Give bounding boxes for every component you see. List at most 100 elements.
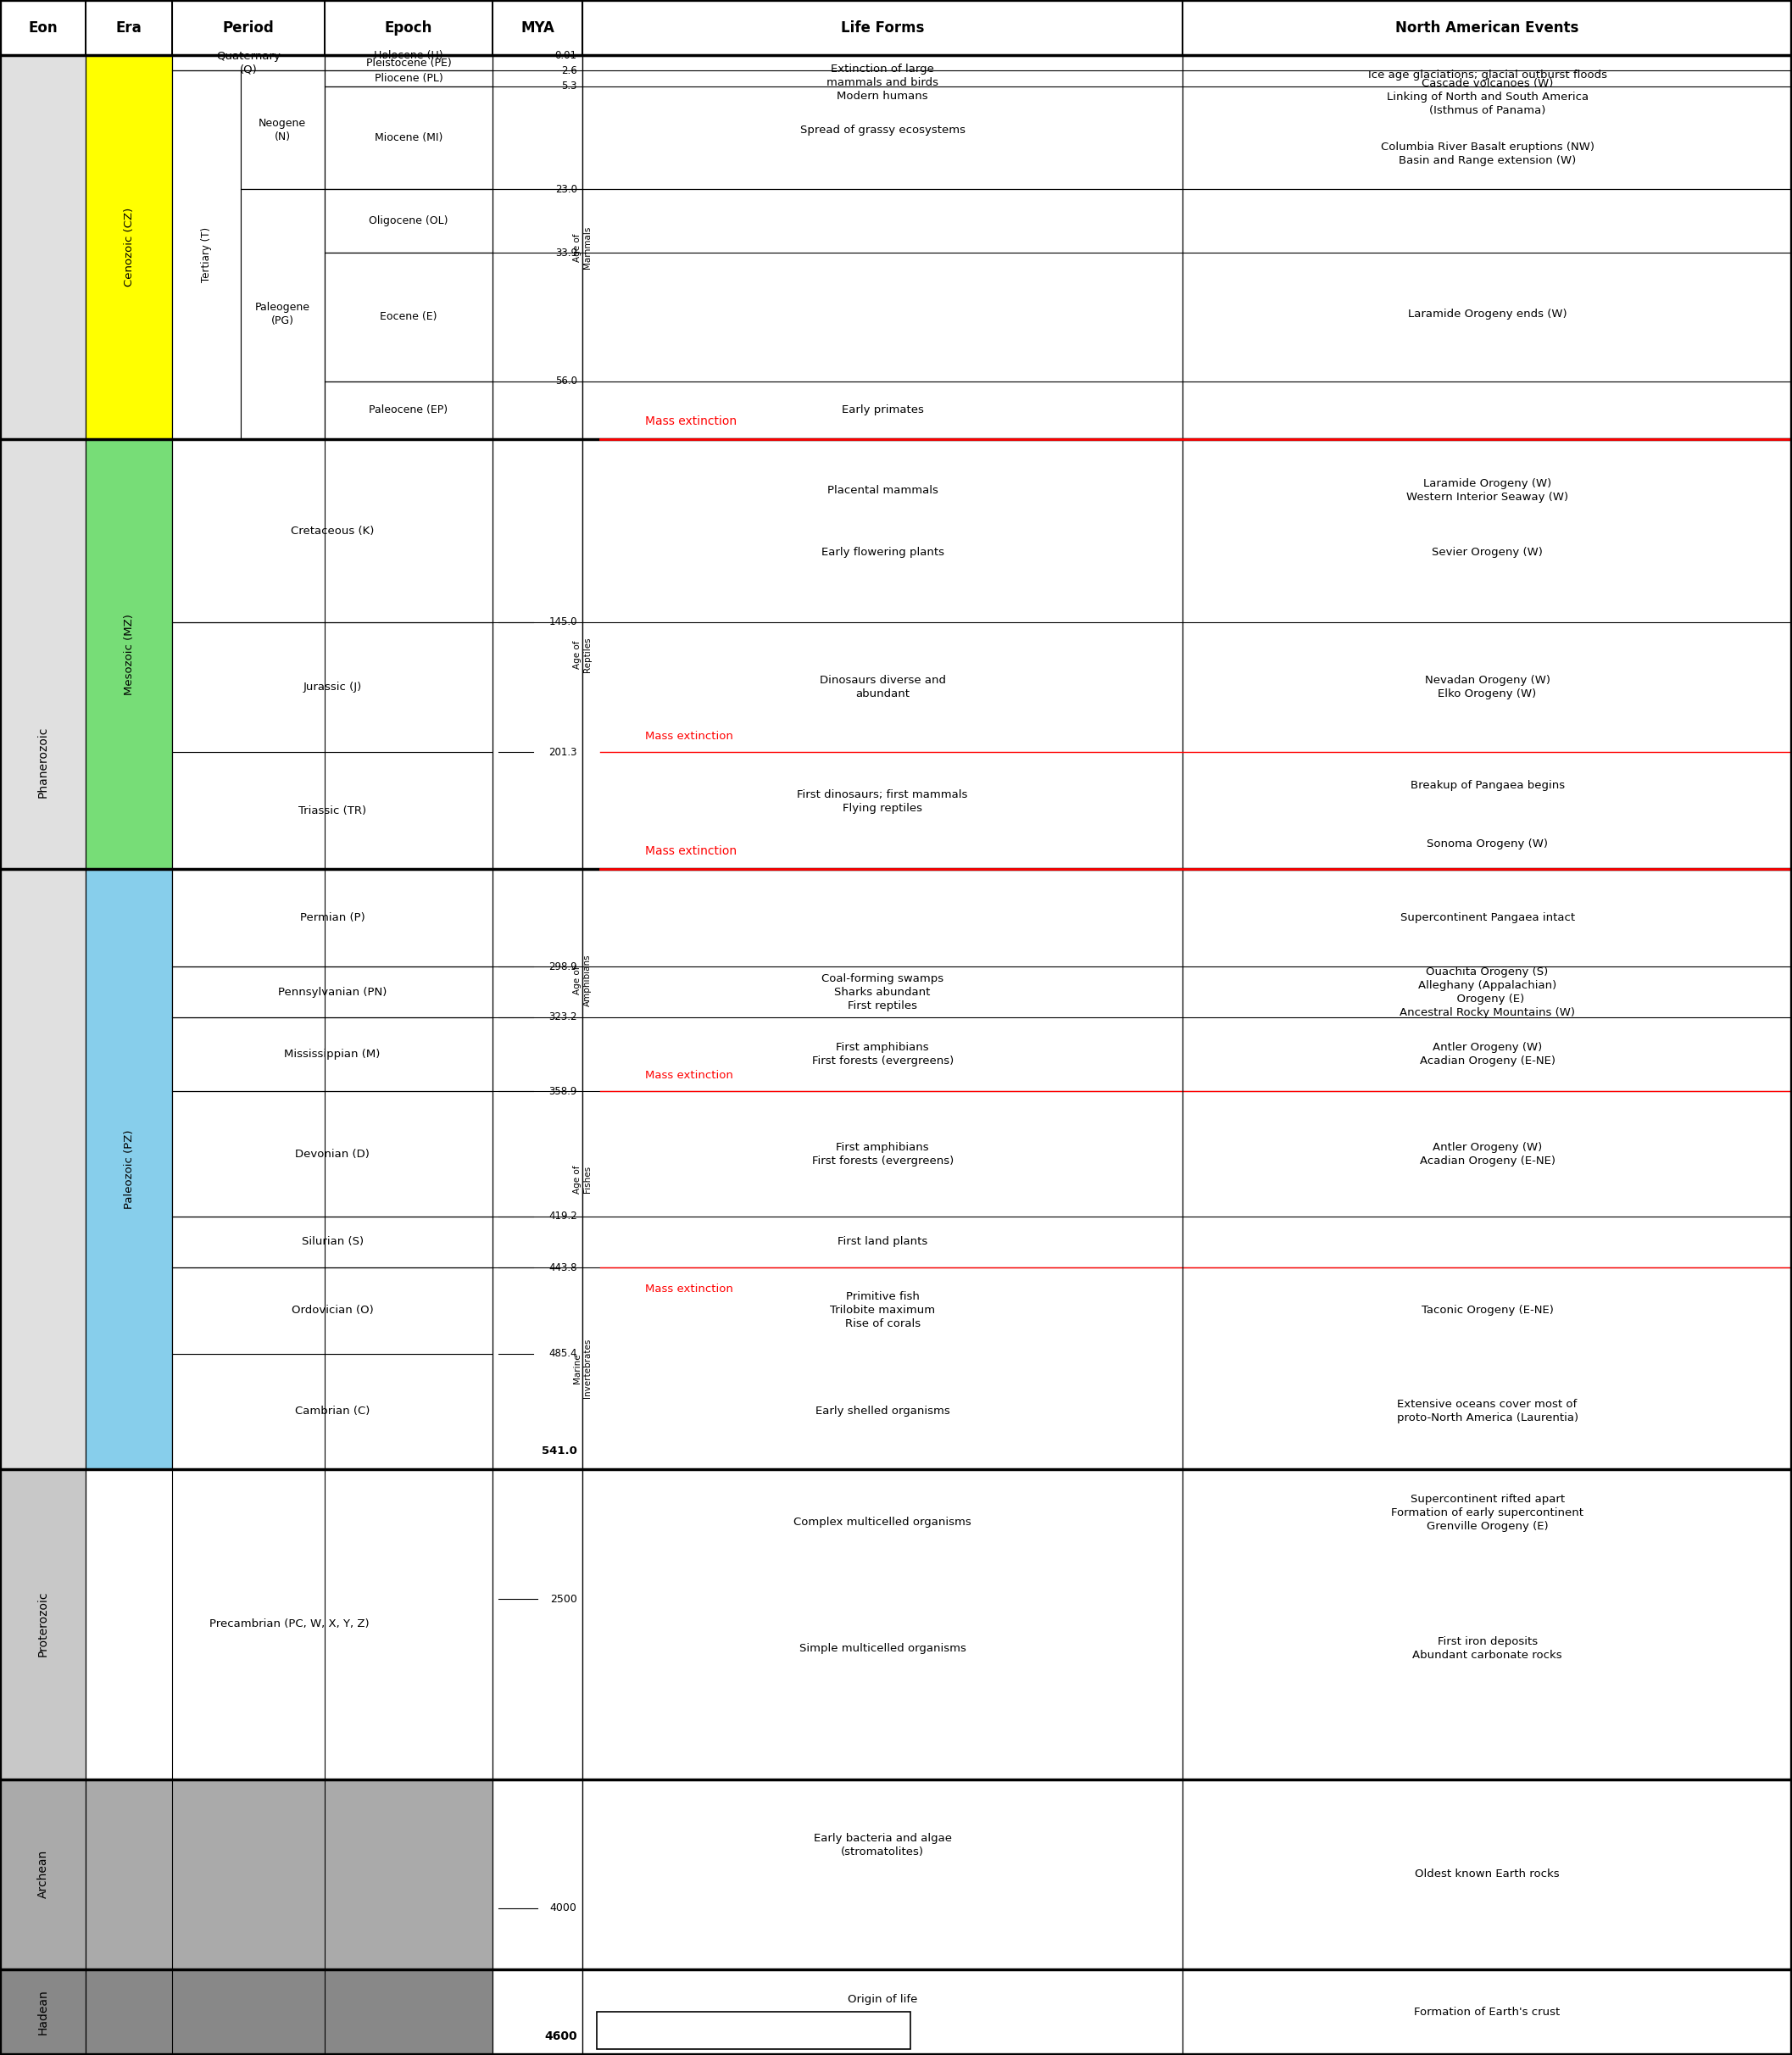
Bar xyxy=(86,55,172,440)
Bar xyxy=(1183,869,1792,1469)
Text: Antler Orogeny (W)
Acadian Orogeny (E-NE): Antler Orogeny (W) Acadian Orogeny (E-NE… xyxy=(1419,1042,1555,1067)
Text: Paleozoic (PZ): Paleozoic (PZ) xyxy=(124,1130,134,1208)
Text: Holocene (H): Holocene (H) xyxy=(375,49,443,62)
Bar xyxy=(493,1969,582,2055)
Bar xyxy=(86,0,172,55)
Text: First dinosaurs; first mammals
Flying reptiles: First dinosaurs; first mammals Flying re… xyxy=(797,789,968,814)
Bar xyxy=(493,1469,582,1780)
Text: Hadean: Hadean xyxy=(38,1989,48,2034)
Text: Eocene (E): Eocene (E) xyxy=(380,312,437,323)
Bar xyxy=(172,1268,493,1354)
Text: Mass extinction: Mass extinction xyxy=(645,1284,733,1295)
Text: Devonian (D): Devonian (D) xyxy=(296,1149,369,1159)
Bar xyxy=(582,0,1183,55)
Text: Era: Era xyxy=(116,21,142,35)
Bar xyxy=(582,440,1183,869)
Text: Cenozoic (CZ): Cenozoic (CZ) xyxy=(124,208,134,288)
Bar xyxy=(172,55,324,70)
Text: Quaternary
(Q): Quaternary (Q) xyxy=(217,51,280,76)
Text: Jurassic (J): Jurassic (J) xyxy=(303,682,362,693)
Text: Tertiary (T): Tertiary (T) xyxy=(201,228,211,284)
Bar xyxy=(493,869,582,1469)
Text: Life Forms: Life Forms xyxy=(840,21,925,35)
Text: Silurian (S): Silurian (S) xyxy=(301,1237,364,1247)
Bar xyxy=(86,1780,493,1969)
Bar xyxy=(0,55,86,1469)
Text: Cambrian (C): Cambrian (C) xyxy=(296,1406,369,1418)
Bar xyxy=(324,86,493,189)
Text: Ordovician (O): Ordovician (O) xyxy=(292,1305,373,1315)
Text: Archean: Archean xyxy=(38,1849,48,1899)
Text: Triassic (TR): Triassic (TR) xyxy=(299,806,366,816)
Text: Mass extinction: Mass extinction xyxy=(645,732,733,742)
Bar xyxy=(172,0,324,55)
Text: Extensive oceans cover most of
proto-North America (Laurentia): Extensive oceans cover most of proto-Nor… xyxy=(1396,1399,1579,1424)
Text: 485.4: 485.4 xyxy=(548,1348,577,1358)
Text: Taconic Orogeny (E-NE): Taconic Orogeny (E-NE) xyxy=(1421,1305,1554,1315)
Bar xyxy=(493,55,582,440)
Text: Paleogene
(PG): Paleogene (PG) xyxy=(254,302,310,327)
Text: Precambrian (PC, W, X, Y, Z): Precambrian (PC, W, X, Y, Z) xyxy=(210,1619,369,1630)
Text: Period: Period xyxy=(222,21,274,35)
Bar xyxy=(172,1217,493,1268)
Bar xyxy=(0,1780,86,1969)
Bar xyxy=(0,0,86,55)
Text: 201.3: 201.3 xyxy=(548,746,577,758)
Text: Mesozoic (MZ): Mesozoic (MZ) xyxy=(124,614,134,695)
Text: Primitive fish
Trilobite maximum
Rise of corals: Primitive fish Trilobite maximum Rise of… xyxy=(830,1291,935,1330)
Text: Age of
Amphibians: Age of Amphibians xyxy=(573,954,591,1007)
Bar xyxy=(0,1469,86,1780)
Text: Laramide Orogeny (W)
Western Interior Seaway (W): Laramide Orogeny (W) Western Interior Se… xyxy=(1407,479,1568,503)
Bar xyxy=(1183,1780,1792,1969)
Bar xyxy=(582,1969,1183,2055)
Text: Origin of life: Origin of life xyxy=(848,1993,918,2004)
Text: 23.0: 23.0 xyxy=(556,183,577,195)
Bar xyxy=(172,70,240,440)
Text: Pennsylvanian (PN): Pennsylvanian (PN) xyxy=(278,986,387,997)
Text: Antler Orogeny (W)
Acadian Orogeny (E-NE): Antler Orogeny (W) Acadian Orogeny (E-NE… xyxy=(1419,1143,1555,1165)
Text: Epoch: Epoch xyxy=(385,21,432,35)
Text: 541.0: 541.0 xyxy=(541,1447,577,1457)
Text: 4000: 4000 xyxy=(550,1903,577,1913)
Bar xyxy=(1183,1969,1792,2055)
Bar xyxy=(493,1780,582,1969)
Text: Mass extinction: Mass extinction xyxy=(645,1071,733,1081)
Bar xyxy=(86,440,172,869)
Bar xyxy=(1183,1469,1792,1780)
Text: Mississippian (M): Mississippian (M) xyxy=(285,1048,380,1060)
Text: 419.2: 419.2 xyxy=(548,1210,577,1223)
Bar xyxy=(240,189,324,440)
Text: Early primates: Early primates xyxy=(842,405,923,415)
Bar xyxy=(493,0,582,55)
Text: Proterozoic: Proterozoic xyxy=(38,1591,48,1656)
Text: Age of
Mammals: Age of Mammals xyxy=(573,226,591,269)
Text: 298.9: 298.9 xyxy=(548,962,577,972)
Text: 145.0: 145.0 xyxy=(548,616,577,627)
Text: Neogene
(N): Neogene (N) xyxy=(258,117,306,142)
Text: Ouachita Orogeny (S)
Alleghany (Appalachian)
  Orogeny (E)
Ancestral Rocky Mount: Ouachita Orogeny (S) Alleghany (Appalach… xyxy=(1400,966,1575,1017)
Text: 56.0: 56.0 xyxy=(556,376,577,386)
Text: First iron deposits
Abundant carbonate rocks: First iron deposits Abundant carbonate r… xyxy=(1412,1636,1563,1660)
Text: First land plants: First land plants xyxy=(837,1237,928,1247)
Bar xyxy=(582,55,1183,440)
Bar xyxy=(172,752,493,869)
Text: Pliocene (PL): Pliocene (PL) xyxy=(375,72,443,84)
Bar xyxy=(86,1469,493,1780)
Text: North American Events: North American Events xyxy=(1396,21,1579,35)
Text: Cascade volcanoes (W)
Linking of North and South America
(Isthmus of Panama): Cascade volcanoes (W) Linking of North a… xyxy=(1387,78,1588,115)
Bar xyxy=(1183,55,1792,440)
Bar xyxy=(172,1017,493,1091)
Text: Supercontinent rifted apart
Formation of early supercontinent
Grenville Orogeny : Supercontinent rifted apart Formation of… xyxy=(1391,1494,1584,1531)
Text: Early flowering plants: Early flowering plants xyxy=(821,547,944,559)
Text: Extinction of large
mammals and birds
Modern humans: Extinction of large mammals and birds Mo… xyxy=(826,64,939,101)
Text: Oldest known Earth rocks: Oldest known Earth rocks xyxy=(1416,1868,1559,1880)
Text: Sevier Orogeny (W): Sevier Orogeny (W) xyxy=(1432,547,1543,559)
Bar xyxy=(493,440,582,869)
Text: Ice age glaciations; glacial outburst floods: Ice age glaciations; glacial outburst fl… xyxy=(1367,70,1607,80)
Text: Early shelled organisms: Early shelled organisms xyxy=(815,1406,950,1418)
Text: First amphibians
First forests (evergreens): First amphibians First forests (evergree… xyxy=(812,1042,953,1067)
Bar xyxy=(324,0,493,55)
Text: Formation of Earth's crust: Formation of Earth's crust xyxy=(1414,2006,1561,2018)
Text: 4600: 4600 xyxy=(545,2030,577,2043)
Bar xyxy=(86,869,172,1469)
